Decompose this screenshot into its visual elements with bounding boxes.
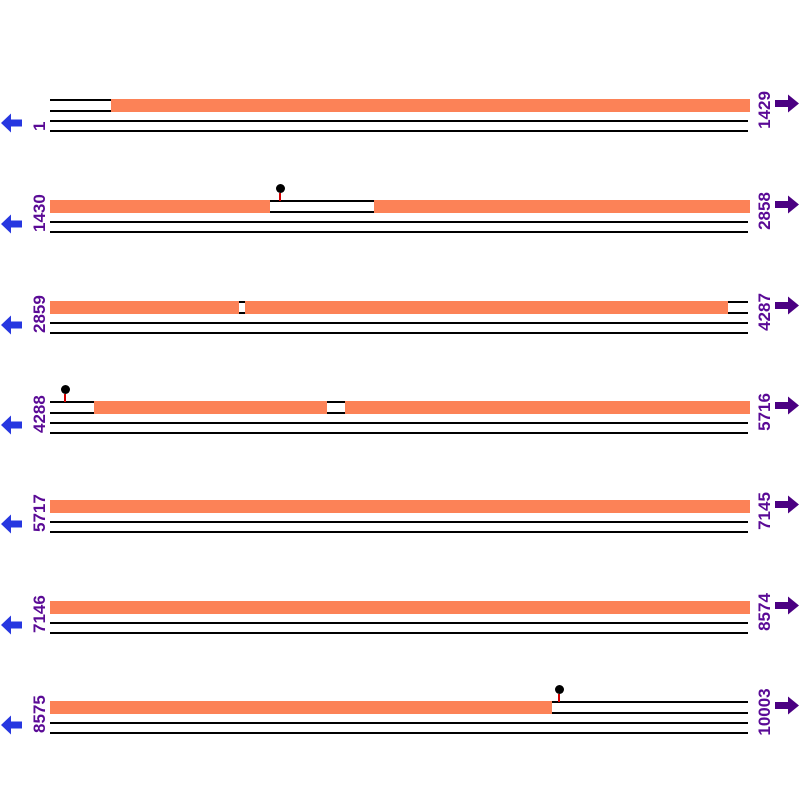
row-end-position-label: 1429 bbox=[755, 91, 774, 129]
left-arrow-icon bbox=[1, 214, 22, 239]
right-arrow-icon bbox=[775, 696, 799, 720]
lollipop-marker-icon bbox=[554, 685, 564, 694]
row-end-position-label: 8574 bbox=[755, 593, 774, 631]
row-end-position-label: 7145 bbox=[755, 492, 774, 530]
track-line bbox=[50, 221, 748, 223]
left-arrow-icon bbox=[1, 113, 22, 138]
coverage-segment bbox=[50, 301, 239, 314]
right-arrow-icon bbox=[775, 296, 799, 320]
sequence-row: 2859 4287 bbox=[0, 281, 800, 353]
row-end-position-label: 10003 bbox=[755, 688, 774, 736]
track-line bbox=[50, 632, 748, 634]
track-line bbox=[50, 422, 748, 424]
row-end-position-label: 2858 bbox=[755, 192, 774, 230]
coverage-segment bbox=[245, 301, 728, 314]
right-arrow-icon bbox=[775, 94, 799, 118]
track-line bbox=[50, 120, 748, 122]
row-start-position-label: 7146 bbox=[30, 595, 49, 633]
coverage-segment bbox=[111, 99, 750, 112]
row-start-position-label: 4288 bbox=[30, 395, 49, 433]
track-line bbox=[50, 432, 748, 434]
coverage-segment bbox=[345, 401, 750, 414]
sequence-row: 4288 5716 bbox=[0, 381, 800, 453]
marker-stem bbox=[558, 694, 560, 702]
row-start-position-label: 8575 bbox=[30, 695, 49, 733]
marker-stem bbox=[279, 193, 281, 201]
row-end-position-label: 4287 bbox=[755, 293, 774, 331]
coverage-segment bbox=[50, 701, 552, 714]
sequence-row: 7146 8574 bbox=[0, 581, 800, 653]
sequence-row: 1430 2858 bbox=[0, 180, 800, 252]
row-start-position-label: 1 bbox=[30, 121, 49, 131]
row-start-position-label: 1430 bbox=[30, 194, 49, 232]
track-line bbox=[50, 322, 748, 324]
track-line bbox=[50, 531, 748, 533]
coverage-segment bbox=[94, 401, 327, 414]
row-start-position-label: 5717 bbox=[30, 494, 49, 532]
coverage-segment bbox=[374, 200, 750, 213]
right-arrow-icon bbox=[775, 596, 799, 620]
right-arrow-icon bbox=[775, 195, 799, 219]
row-start-position-label: 2859 bbox=[30, 295, 49, 333]
marker-stem bbox=[64, 394, 66, 402]
track-line bbox=[50, 732, 748, 734]
track-line bbox=[50, 521, 748, 523]
lollipop-marker-icon bbox=[60, 385, 70, 394]
track-line bbox=[50, 231, 748, 233]
sequence-row: 8575 10003 bbox=[0, 681, 800, 753]
sequence-row: 1 1429 bbox=[0, 79, 800, 151]
row-end-position-label: 5716 bbox=[755, 393, 774, 431]
right-arrow-icon bbox=[775, 495, 799, 519]
coverage-segment bbox=[50, 500, 750, 513]
right-arrow-icon bbox=[775, 396, 799, 420]
left-arrow-icon bbox=[1, 715, 22, 740]
left-arrow-icon bbox=[1, 315, 22, 340]
sequence-row: 5717 7145 bbox=[0, 480, 800, 552]
left-arrow-icon bbox=[1, 514, 22, 539]
track-line bbox=[50, 130, 748, 132]
lollipop-marker-icon bbox=[275, 184, 285, 193]
track-line bbox=[50, 722, 748, 724]
track-line bbox=[50, 622, 748, 624]
coverage-segment bbox=[50, 601, 750, 614]
left-arrow-icon bbox=[1, 615, 22, 640]
track-line bbox=[50, 332, 748, 334]
left-arrow-icon bbox=[1, 415, 22, 440]
coverage-segment bbox=[50, 200, 270, 213]
